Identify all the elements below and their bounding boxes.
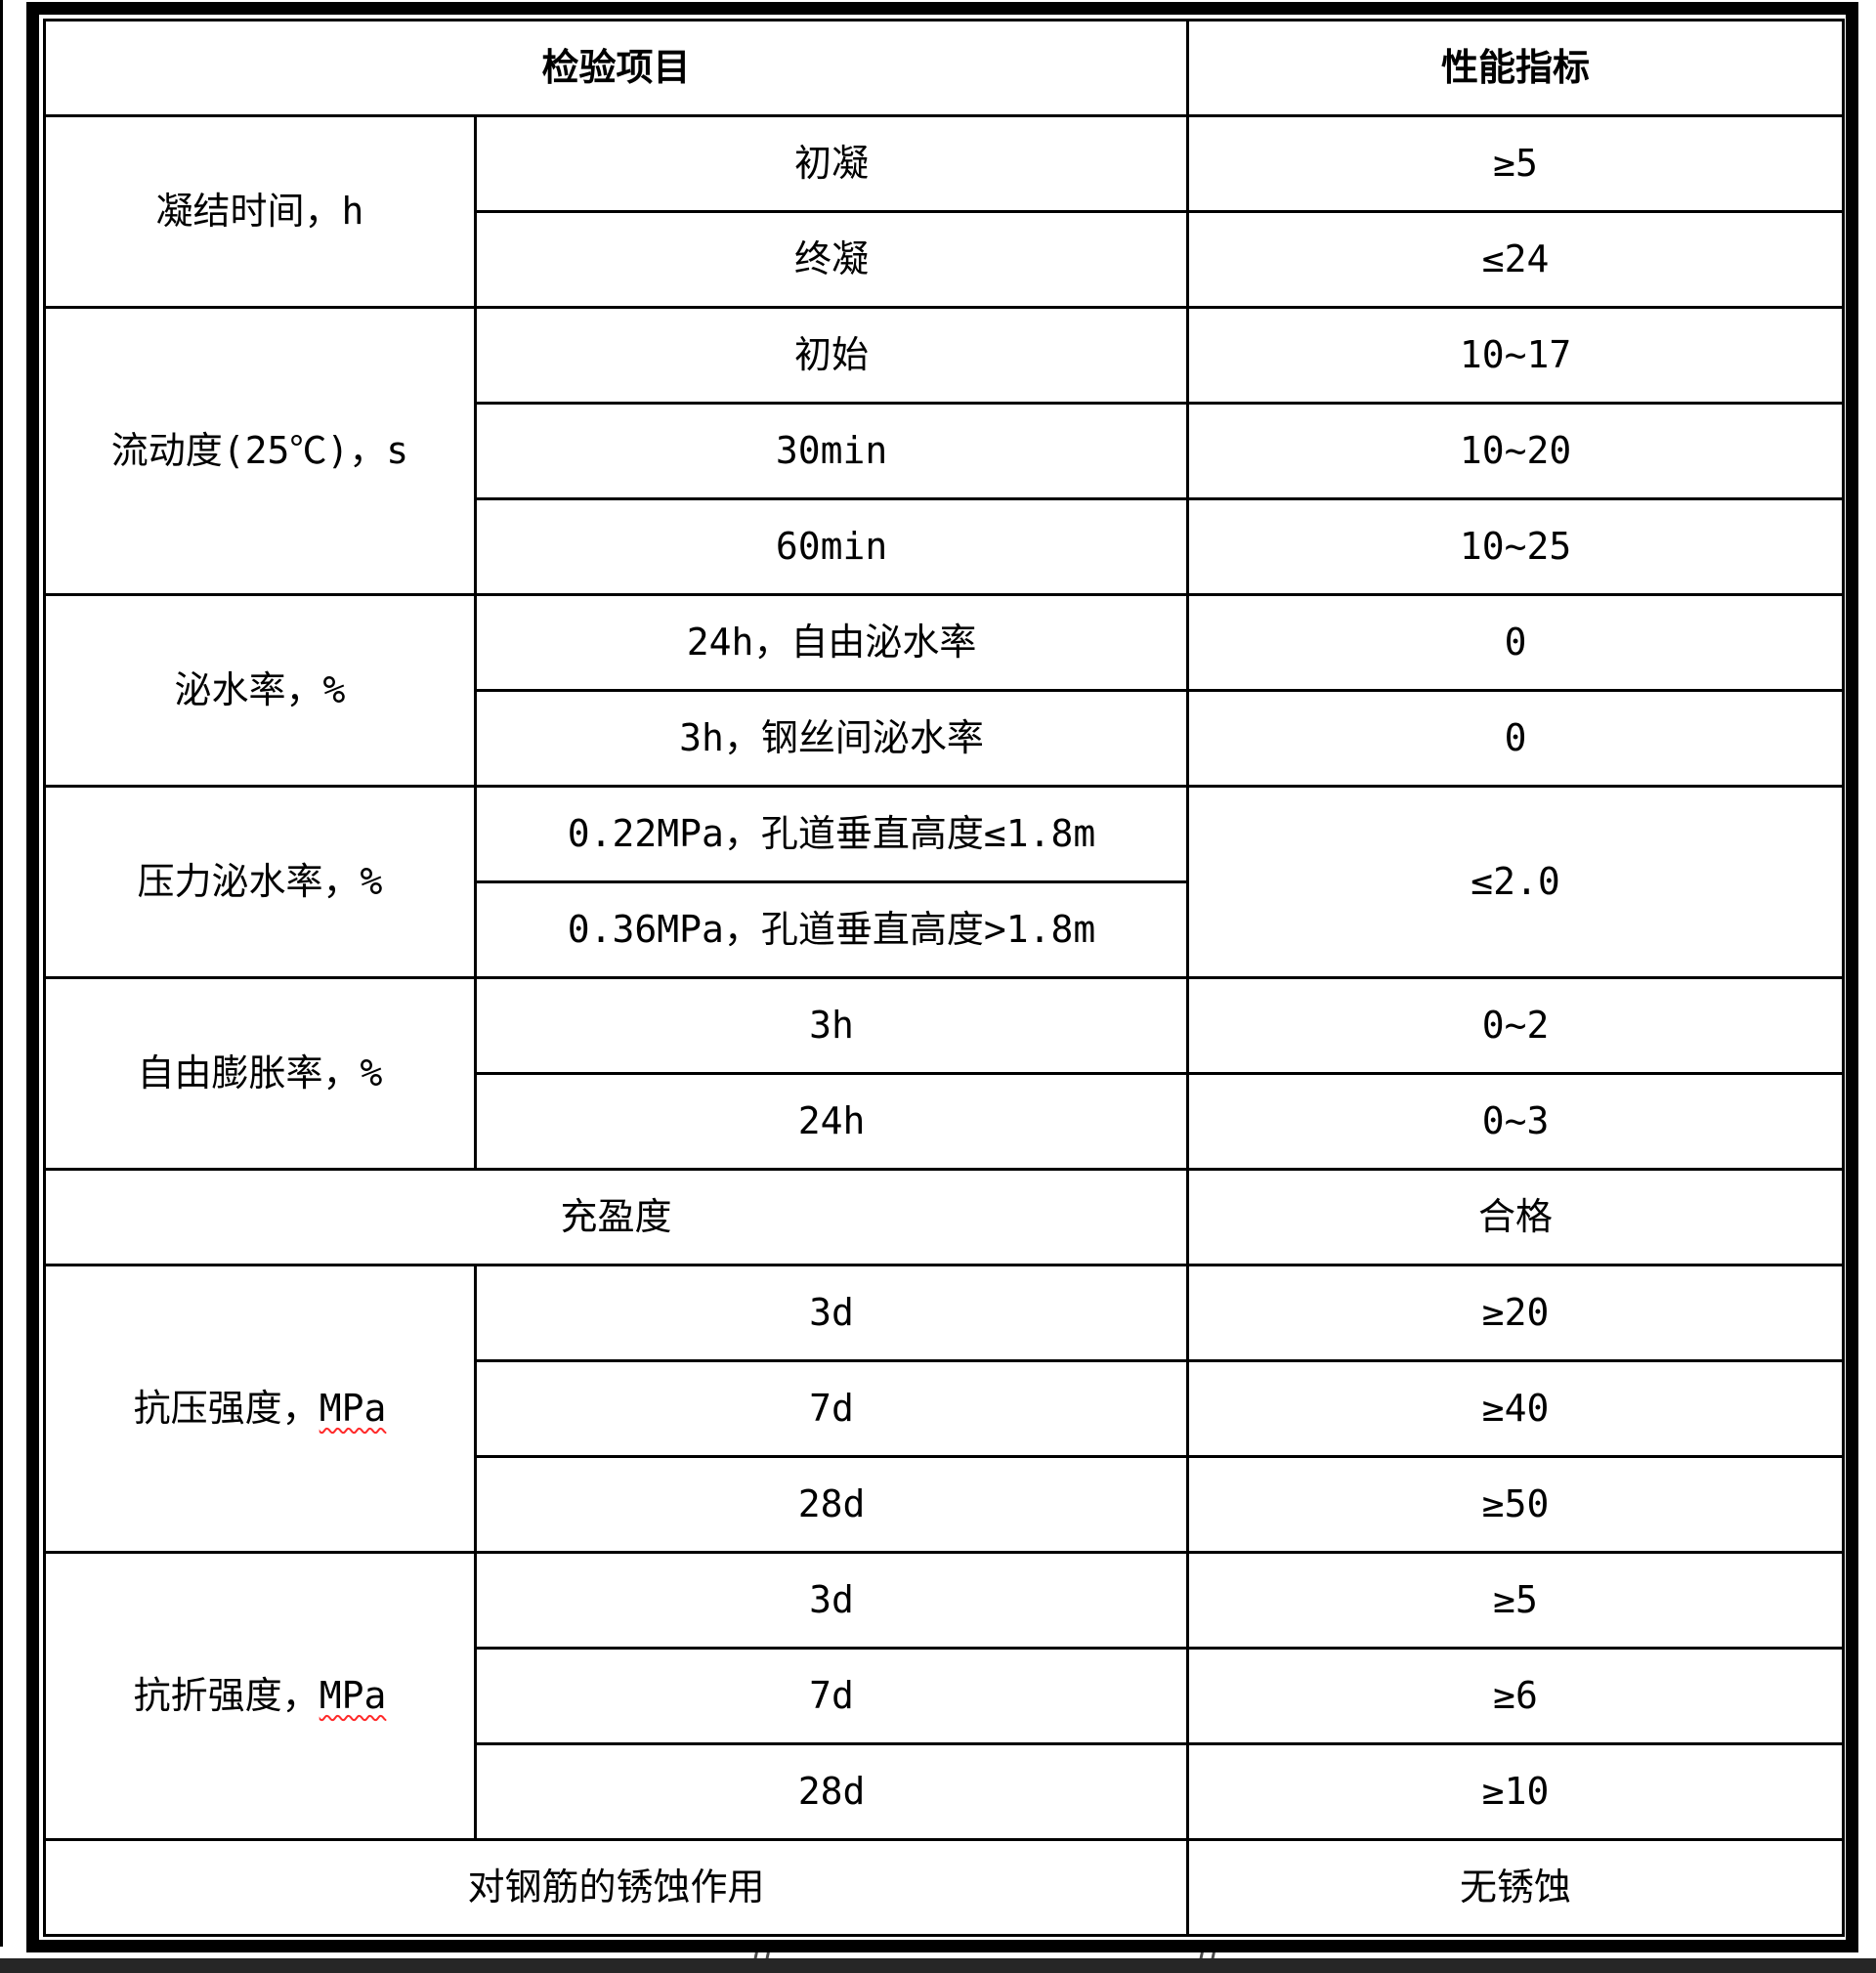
label-text: 抗折强度， bbox=[133, 1673, 320, 1717]
sub-item: 24h bbox=[473, 1072, 1190, 1171]
value-cell: 无锈蚀 bbox=[1186, 1838, 1846, 1937]
value-cell: 0~2 bbox=[1186, 976, 1846, 1075]
sub-item: 24h，自由泌水率 bbox=[473, 593, 1190, 692]
value-cell: ≥5 bbox=[1186, 114, 1846, 213]
screenshot-left-edge-line bbox=[0, 0, 3, 1947]
row-label-bleeding-rate: 泌水率，% bbox=[43, 593, 477, 788]
table-row: 24h 0~3 bbox=[45, 1072, 1846, 1171]
table-row: 0.36MPa，孔道垂直高度>1.8m bbox=[45, 880, 1844, 979]
table-row: 28d ≥50 bbox=[45, 1455, 1846, 1554]
table-row: 3h，钢丝间泌水率 0 bbox=[45, 689, 1846, 788]
table-row: 抗折强度，MPa 3d ≥5 bbox=[43, 1551, 1846, 1841]
row-label-fullness: 充盈度 bbox=[42, 1168, 1190, 1266]
sub-item: 60min bbox=[473, 497, 1190, 596]
table-row: 充盈度 合格 bbox=[42, 1168, 1846, 1266]
row-label-pressure-bleeding-rate: 压力泌水率，% bbox=[43, 785, 477, 979]
table-row: 抗压强度，MPa 3d ≥20 bbox=[43, 1264, 1846, 1554]
row-label-fluidity: 流动度(25℃)，s bbox=[43, 306, 477, 596]
table-row: 对钢筋的锈蚀作用 无锈蚀 bbox=[42, 1838, 1846, 1937]
col-header-inspection-item: 检验项目 bbox=[42, 19, 1190, 117]
value-cell: 10~25 bbox=[1186, 497, 1846, 596]
sub-item: 3h，钢丝间泌水率 bbox=[473, 689, 1190, 788]
label-text: 抗压强度， bbox=[133, 1386, 320, 1430]
sub-item: 0.36MPa，孔道垂直高度>1.8m bbox=[473, 880, 1190, 979]
sub-item: 7d bbox=[473, 1647, 1190, 1745]
value-cell: 10~20 bbox=[1186, 402, 1846, 500]
table-row: 凝结时间，h 初凝 ≥5 bbox=[43, 114, 1846, 309]
value-cell: 0 bbox=[1186, 689, 1846, 788]
table-row: 压力泌水率，% 0.22MPa，孔道垂直高度≤1.8m ≤2.0 bbox=[43, 785, 1846, 979]
sub-item: 7d bbox=[473, 1359, 1190, 1458]
spec-table-frame: 检验项目 性能指标 凝结时间，h 初凝 ≥5 终凝 ≤24 流动度(25℃)，s… bbox=[26, 2, 1858, 1952]
row-label-free-expansion-rate: 自由膨胀率，% bbox=[43, 976, 477, 1171]
table-row: 60min 10~25 bbox=[45, 497, 1846, 596]
value-cell: 10~17 bbox=[1186, 306, 1846, 405]
sub-item: 28d bbox=[473, 1742, 1190, 1841]
row-label-corrosion: 对钢筋的锈蚀作用 bbox=[42, 1838, 1190, 1937]
value-cell: ≥50 bbox=[1186, 1455, 1846, 1554]
row-label-compressive-strength: 抗压强度，MPa bbox=[43, 1264, 477, 1554]
table-row: 28d ≥10 bbox=[45, 1742, 1846, 1841]
value-cell: ≥10 bbox=[1186, 1742, 1846, 1841]
value-cell: ≥20 bbox=[1186, 1264, 1846, 1362]
value-cell: ≥6 bbox=[1186, 1647, 1846, 1745]
table-row: 7d ≥6 bbox=[45, 1647, 1846, 1745]
sub-item: 初凝 bbox=[473, 114, 1190, 213]
value-cell: 0~3 bbox=[1186, 1072, 1846, 1171]
table-row: 7d ≥40 bbox=[45, 1359, 1846, 1458]
value-cell: ≥5 bbox=[1186, 1551, 1846, 1650]
sub-item: 30min bbox=[473, 402, 1190, 500]
table-row: 终凝 ≤24 bbox=[45, 210, 1846, 309]
table-header-row: 检验项目 性能指标 bbox=[42, 19, 1846, 117]
sub-item: 3d bbox=[473, 1551, 1190, 1650]
table-row: 自由膨胀率，% 3h 0~2 bbox=[43, 976, 1846, 1171]
row-label-flexural-strength: 抗折强度，MPa bbox=[43, 1551, 477, 1841]
value-cell: ≥40 bbox=[1186, 1359, 1846, 1458]
performance-spec-table: 检验项目 性能指标 凝结时间，h 初凝 ≥5 终凝 ≤24 流动度(25℃)，s… bbox=[42, 19, 1846, 1937]
sub-item: 终凝 bbox=[473, 210, 1190, 309]
sub-item: 初始 bbox=[473, 306, 1190, 405]
table-row: 30min 10~20 bbox=[45, 402, 1846, 500]
table-row: 流动度(25℃)，s 初始 10~17 bbox=[43, 306, 1846, 596]
value-cell: ≤2.0 bbox=[1186, 785, 1846, 979]
row-label-setting-time: 凝结时间，h bbox=[43, 114, 477, 309]
value-cell: ≤24 bbox=[1186, 210, 1846, 309]
sub-item: 3h bbox=[473, 976, 1190, 1075]
label-unit-spellcheck: MPa bbox=[319, 1673, 387, 1717]
label-unit-spellcheck: MPa bbox=[319, 1386, 387, 1430]
table-row: 泌水率，% 24h，自由泌水率 0 bbox=[43, 593, 1846, 788]
value-cell: 合格 bbox=[1186, 1168, 1846, 1266]
col-header-performance-index: 性能指标 bbox=[1186, 19, 1846, 117]
value-cell: 0 bbox=[1186, 593, 1846, 692]
bottom-dark-bar bbox=[0, 1958, 1876, 1973]
sub-item: 3d bbox=[473, 1264, 1190, 1362]
sub-item: 28d bbox=[473, 1455, 1190, 1554]
sub-item: 0.22MPa，孔道垂直高度≤1.8m bbox=[473, 785, 1190, 883]
